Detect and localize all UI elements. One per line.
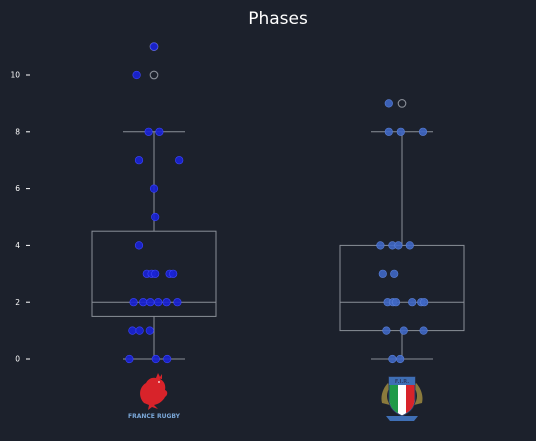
data-point [384, 99, 393, 108]
data-point [134, 241, 144, 250]
data-point [376, 241, 385, 250]
data-point [144, 127, 153, 136]
data-point [129, 298, 138, 307]
data-point [155, 127, 164, 136]
data-point [418, 127, 428, 136]
data-point [132, 70, 141, 80]
right-laurel-icon [414, 383, 423, 405]
y-tick-label: 0 [15, 355, 20, 364]
data-point [384, 127, 393, 136]
team-logos: FRANCE RUGBY F.I.R. [128, 373, 423, 421]
y-tick-label: 2 [15, 298, 20, 307]
data-point [149, 184, 159, 193]
outlier-marker [149, 70, 159, 80]
shield-green-stripe [389, 385, 398, 413]
box-group-italy [339, 99, 465, 364]
data-point [394, 241, 403, 250]
data-point [154, 298, 163, 307]
data-point [151, 269, 160, 278]
shield-red-stripe [406, 385, 415, 413]
data-point [405, 241, 414, 250]
outlier-marker [397, 99, 407, 108]
france-rugby-logo: FRANCE RUGBY [128, 373, 181, 420]
chart-title: Phases [248, 9, 308, 29]
data-point [391, 298, 401, 307]
data-point [420, 298, 429, 307]
data-point [134, 156, 144, 165]
italy-fir-logo: F.I.R. [381, 376, 423, 421]
data-point [139, 298, 148, 307]
data-point [151, 354, 160, 364]
data-point [399, 326, 408, 335]
y-tick-label: 10 [10, 71, 20, 80]
left-laurel-icon [381, 383, 390, 405]
data-point [382, 326, 391, 335]
data-point [408, 298, 417, 307]
data-point [390, 269, 399, 278]
france-logo-text: FRANCE RUGBY [128, 413, 181, 420]
y-axis: 0 2 4 6 8 10 [10, 71, 30, 364]
data-point [135, 326, 144, 335]
data-point [396, 127, 405, 136]
rooster-comb-icon [156, 373, 162, 379]
rooster-icon [140, 375, 168, 410]
ribbon-icon [386, 416, 418, 421]
data-point [151, 212, 160, 222]
data-point [145, 326, 154, 335]
data-point [378, 269, 387, 278]
data-point [388, 354, 397, 364]
data-point [149, 42, 159, 51]
plot-area [91, 42, 465, 364]
box-iqr [339, 244, 465, 332]
data-point [162, 298, 171, 307]
rooster-eye-icon [158, 381, 160, 383]
data-point [169, 269, 178, 278]
y-tick-label: 8 [15, 127, 20, 136]
y-tick-label: 6 [15, 184, 20, 193]
data-point [146, 298, 155, 307]
data-point [396, 354, 405, 364]
box-iqr [91, 230, 217, 317]
data-point [173, 298, 182, 307]
box-group-france [91, 42, 217, 364]
data-point [163, 354, 172, 364]
shield-top-band [389, 377, 415, 385]
data-point [419, 326, 428, 335]
data-point [125, 354, 134, 364]
data-point [128, 326, 137, 335]
data-point [175, 156, 184, 165]
italy-logo-text: F.I.R. [395, 379, 409, 385]
y-tick-label: 4 [15, 241, 20, 250]
